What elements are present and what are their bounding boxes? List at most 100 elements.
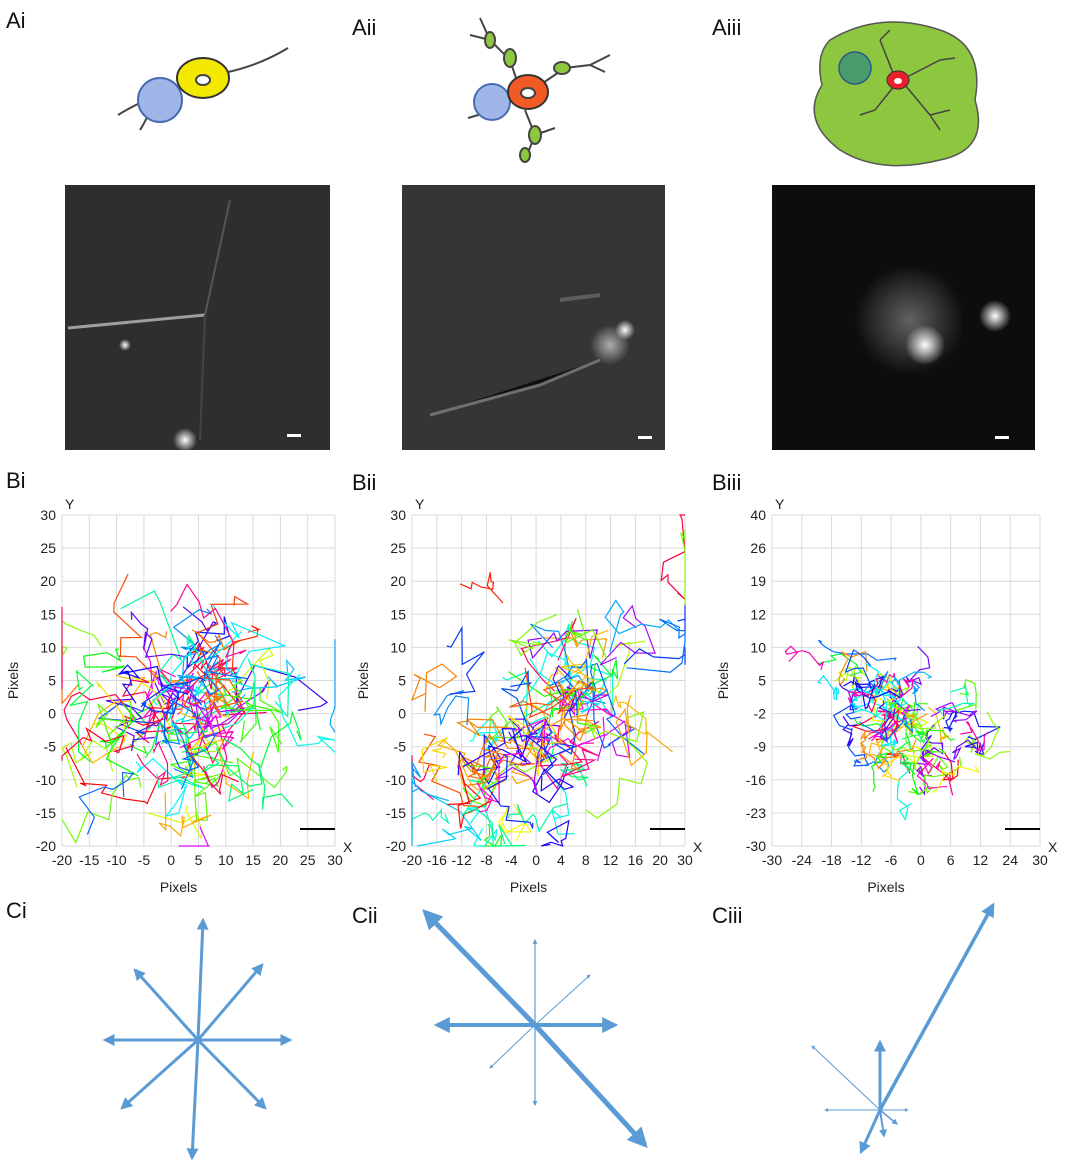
trajectory — [422, 738, 447, 782]
x-tick-label: 6 — [947, 852, 955, 868]
trajectory — [616, 695, 672, 765]
panel-label: Biii — [712, 470, 741, 495]
trajectory — [62, 621, 101, 655]
y-tick-label: -15 — [36, 805, 56, 821]
x-tick-label: -5 — [138, 852, 151, 868]
trajectory — [509, 614, 558, 655]
trajectory — [434, 691, 468, 726]
y-tick-label: 25 — [40, 540, 56, 556]
x-tick-label: 16 — [628, 852, 644, 868]
y-tick-label: -20 — [36, 838, 56, 854]
rose-ciii — [812, 905, 993, 1152]
x-tick-label: -20 — [402, 852, 422, 868]
cartoon-ai — [118, 48, 288, 130]
x-tick-label: -20 — [52, 852, 72, 868]
panel-label: Ci — [6, 898, 27, 923]
trajectory-plot: -20-16-12-8-404812162030302520151050-5-1… — [355, 496, 703, 895]
trajectory — [848, 692, 865, 704]
y-tick-label: 25 — [390, 540, 406, 556]
y-tick-label: 5 — [758, 673, 766, 689]
trajectory — [905, 744, 933, 770]
trajectory — [869, 743, 886, 763]
micrograph-aii — [402, 185, 665, 450]
x-tick-label: -30 — [762, 852, 782, 868]
micrograph-ai — [65, 185, 330, 452]
trajectory — [786, 646, 824, 670]
y-tick-label: -16 — [746, 772, 766, 788]
y-tick-label: 20 — [40, 573, 56, 589]
x-tick-label: 20 — [652, 852, 668, 868]
y-axis-name: Y — [775, 496, 785, 512]
panel-label: Bii — [352, 470, 376, 495]
trajectory — [231, 666, 328, 711]
x-tick-label: -24 — [792, 852, 812, 868]
y-tick-label: -9 — [754, 739, 767, 755]
y-tick-label: -30 — [746, 838, 766, 854]
x-tick-label: 24 — [1002, 852, 1018, 868]
trajectory — [447, 628, 485, 694]
trajectory — [179, 827, 210, 846]
y-tick-label: 19 — [750, 573, 766, 589]
y-axis-name: Y — [65, 496, 75, 512]
x-tick-label: 12 — [603, 852, 619, 868]
x-tick-label: -10 — [106, 852, 126, 868]
y-tick-label: -5 — [394, 739, 407, 755]
x-axis-name: X — [343, 839, 353, 855]
y-axis-name: Y — [415, 496, 425, 512]
x-tick-label: 30 — [327, 852, 343, 868]
panel-label: Aii — [352, 15, 376, 40]
trajectory — [624, 647, 685, 665]
y-axis-label: Pixels — [355, 662, 371, 699]
trajectory — [223, 712, 301, 767]
y-tick-label: 30 — [40, 507, 56, 523]
trajectory — [412, 810, 448, 840]
x-tick-label: 10 — [218, 852, 234, 868]
rose-cii — [425, 912, 645, 1145]
x-axis-name: X — [693, 839, 703, 855]
y-tick-label: 10 — [750, 639, 766, 655]
trajectory — [965, 742, 985, 755]
y-tick-label: 40 — [750, 507, 766, 523]
x-tick-label: 0 — [167, 852, 175, 868]
rose-ci — [105, 920, 290, 1158]
x-tick-label: 30 — [1032, 852, 1048, 868]
panel-label: Ciii — [712, 903, 743, 928]
y-tick-label: 5 — [48, 673, 56, 689]
x-tick-label: 4 — [557, 852, 565, 868]
y-tick-label: -15 — [386, 805, 406, 821]
trajectory — [79, 773, 133, 835]
x-tick-label: 15 — [245, 852, 261, 868]
trajectory — [818, 640, 896, 660]
panel-label: Aiii — [712, 15, 741, 40]
x-axis-name: X — [1048, 839, 1058, 855]
trajectory — [661, 515, 685, 599]
y-tick-label: -10 — [36, 772, 56, 788]
y-tick-label: 30 — [390, 507, 406, 523]
y-tick-label: -2 — [754, 706, 767, 722]
trajectory — [220, 649, 273, 717]
y-tick-label: -23 — [746, 805, 766, 821]
x-tick-label: 0 — [917, 852, 925, 868]
x-tick-label: 0 — [532, 852, 540, 868]
y-tick-label: 0 — [48, 706, 56, 722]
x-tick-label: -4 — [505, 852, 518, 868]
trajectory — [605, 601, 679, 653]
trajectory — [906, 646, 930, 684]
y-tick-label: -10 — [386, 772, 406, 788]
x-tick-label: -8 — [480, 852, 493, 868]
cartoon-aiii — [814, 22, 978, 166]
trajectory — [70, 671, 93, 762]
y-tick-label: -5 — [44, 739, 57, 755]
y-tick-label: 15 — [390, 606, 406, 622]
y-tick-label: 10 — [390, 639, 406, 655]
y-tick-label: 20 — [390, 573, 406, 589]
x-tick-label: 25 — [300, 852, 316, 868]
x-tick-label: 5 — [195, 852, 203, 868]
y-tick-label: 12 — [750, 606, 766, 622]
x-tick-label: -15 — [79, 852, 99, 868]
x-tick-label: 20 — [273, 852, 289, 868]
x-axis-label: Pixels — [160, 879, 197, 895]
x-tick-label: -12 — [452, 852, 472, 868]
trajectory — [818, 676, 838, 700]
trajectory — [488, 755, 533, 828]
